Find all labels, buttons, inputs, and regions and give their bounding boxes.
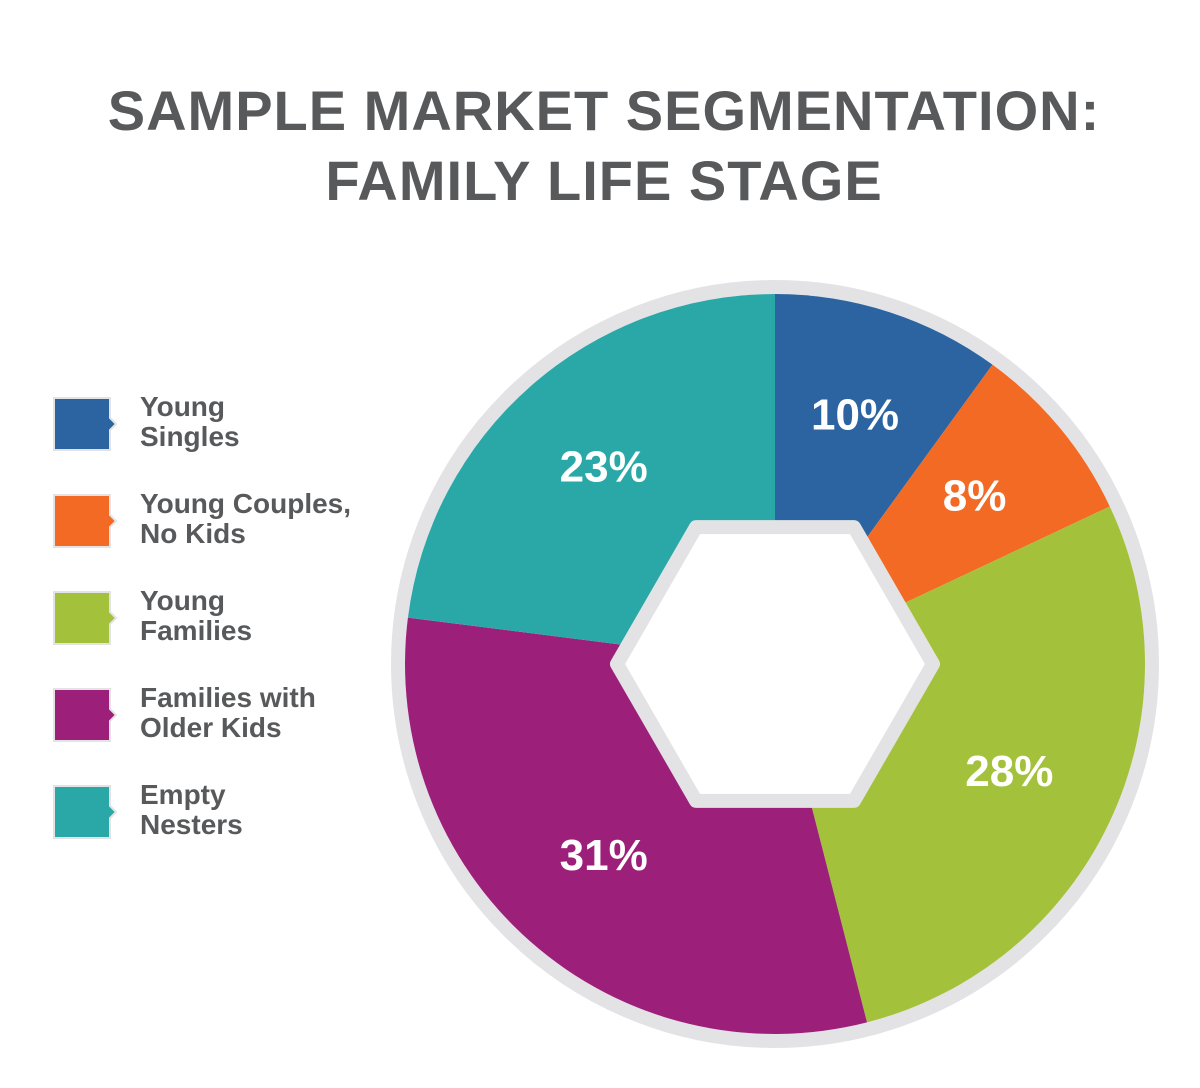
legend-label: Families with Older Kids [140, 682, 316, 743]
value-label: 31% [560, 831, 648, 880]
donut-hole [610, 520, 940, 808]
value-label: 10% [811, 390, 899, 439]
legend-swatch [53, 591, 118, 645]
legend-swatch [53, 785, 118, 839]
legend-swatch [53, 494, 118, 548]
legend-swatch [53, 688, 118, 742]
pie-border [391, 280, 1159, 1048]
value-label: 23% [560, 442, 648, 491]
value-label: 28% [965, 747, 1053, 796]
chart-title: SAMPLE MARKET SEGMENTATION: [108, 79, 1100, 142]
value-labels: 10% 8% 28% 31% 23% [560, 390, 1054, 880]
value-label: 8% [943, 472, 1007, 521]
legend-label: Young Singles [140, 391, 240, 452]
legend-label: Young Couples, No Kids [140, 488, 352, 549]
chart-title: FAMILY LIFE STAGE [325, 149, 882, 212]
legend-swatch [53, 397, 118, 451]
legend-label: Empty Nesters [140, 779, 243, 840]
legend-label: Young Families [140, 585, 253, 646]
